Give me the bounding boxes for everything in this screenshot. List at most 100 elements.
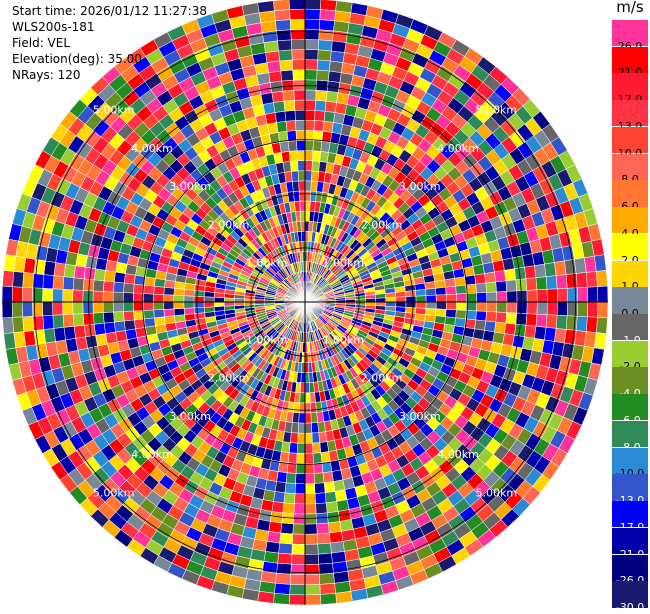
range-ring-label: 1.00km <box>246 257 288 270</box>
range-gate <box>271 90 285 103</box>
range-gate <box>295 210 302 222</box>
range-gate <box>505 312 518 325</box>
range-gate <box>329 60 344 73</box>
range-gate <box>304 99 316 111</box>
range-gate <box>296 442 306 454</box>
range-gate <box>304 442 314 454</box>
range-gate <box>103 321 116 334</box>
range-gate <box>405 301 417 309</box>
range-gate <box>183 295 195 303</box>
range-gate <box>304 553 319 565</box>
range-gate <box>144 317 156 328</box>
range-gate <box>133 292 144 303</box>
range-gate <box>325 90 339 103</box>
range-gate <box>164 315 176 325</box>
range-gate <box>263 40 279 53</box>
range-gate <box>304 402 312 414</box>
range-gate <box>113 281 125 293</box>
range-gate <box>565 273 578 289</box>
range-gate <box>456 293 467 303</box>
range-gate <box>3 254 16 272</box>
range-gate <box>288 594 306 606</box>
range-gate <box>454 276 466 287</box>
colorbar-segment <box>612 420 648 449</box>
range-gate <box>263 551 279 564</box>
range-gate <box>505 279 518 292</box>
range-gate <box>273 593 290 605</box>
range-gate <box>82 290 94 303</box>
range-gate <box>445 309 457 319</box>
range-gate <box>365 298 376 303</box>
range-gate <box>304 453 314 464</box>
range-gate <box>319 9 336 21</box>
range-gate <box>333 479 346 492</box>
range-gate <box>273 0 290 11</box>
range-gate <box>12 271 24 288</box>
range-ring-label: 1.00km <box>246 333 288 346</box>
range-gate <box>304 483 316 495</box>
range-gate <box>415 295 427 303</box>
range-gate <box>296 221 302 232</box>
range-gate <box>575 316 588 332</box>
range-gate <box>596 317 608 334</box>
range-gate <box>536 301 548 315</box>
range-gate <box>316 59 331 72</box>
range-gate <box>73 324 86 339</box>
range-gate <box>445 293 457 303</box>
range-gate <box>279 532 294 545</box>
range-gate <box>292 180 300 192</box>
range-gate <box>279 59 294 72</box>
range-gate <box>304 119 315 131</box>
range-gate <box>535 313 548 328</box>
range-gate <box>52 314 65 329</box>
range-gate <box>112 301 124 313</box>
range-gate <box>273 491 286 504</box>
range-gate <box>319 572 335 585</box>
range-gate <box>280 522 294 535</box>
range-gate <box>2 317 14 334</box>
range-gate <box>290 563 306 575</box>
range-gate <box>193 307 205 314</box>
range-gate <box>456 301 467 311</box>
range-gate <box>324 100 337 113</box>
range-gate <box>304 49 319 61</box>
range-gate <box>278 49 293 62</box>
range-gate <box>304 39 319 51</box>
range-gate <box>311 170 319 182</box>
colorbar-segment <box>612 207 648 235</box>
range-gate <box>317 542 332 555</box>
range-gate <box>312 452 323 464</box>
colorbar-segment <box>612 554 648 582</box>
range-gate <box>312 442 322 454</box>
range-gate <box>330 541 345 554</box>
range-gate <box>486 291 498 303</box>
range-gate <box>93 322 106 336</box>
range-gate <box>304 79 317 91</box>
range-gate <box>115 330 128 343</box>
range-gate <box>476 292 488 303</box>
range-gate <box>405 290 417 297</box>
range-gate <box>173 294 185 303</box>
range-gate <box>62 276 75 291</box>
range-gate <box>291 422 299 434</box>
range-gate <box>82 301 94 314</box>
range-gate <box>327 70 342 83</box>
colorbar-segment <box>612 73 648 101</box>
range-gate <box>289 8 306 20</box>
colorbar-segment <box>612 20 648 48</box>
colorbar-segment <box>612 340 648 368</box>
range-gate <box>102 291 114 303</box>
range-gate <box>311 422 319 434</box>
range-gate <box>276 562 292 575</box>
range-gate <box>554 328 567 344</box>
range-gate <box>316 522 330 535</box>
range-gate <box>330 50 345 63</box>
range-gate <box>314 110 326 122</box>
range-gate <box>466 292 477 303</box>
range-gate <box>291 39 306 51</box>
range-gate <box>475 310 487 322</box>
range-gate <box>304 89 317 101</box>
range-gate <box>103 280 115 293</box>
range-ring-label: 5.00km <box>476 104 518 117</box>
colorbar-label: -30.0 <box>615 601 645 614</box>
